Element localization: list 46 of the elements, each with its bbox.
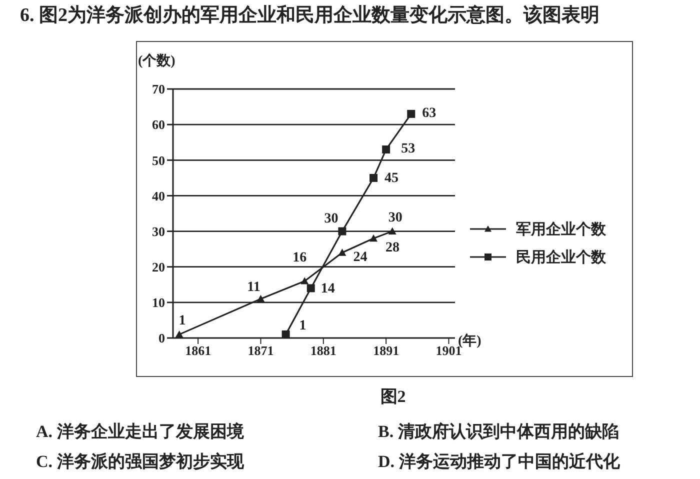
- data-label: 53: [401, 142, 416, 157]
- data-label: 1: [299, 318, 306, 334]
- x-tick-label: 1881: [310, 343, 336, 358]
- point: [370, 234, 378, 242]
- text: D. 洋务运动推动了中国的近代化: [378, 452, 620, 472]
- y-tick-label: 70: [152, 82, 165, 97]
- y-tick-label: 20: [152, 259, 165, 274]
- point: [382, 145, 390, 154]
- point: [407, 110, 416, 118]
- point: [256, 294, 265, 302]
- y-tick-label: 40: [152, 188, 165, 204]
- legend-label: 民用企业个数: [516, 248, 606, 266]
- data-label: 30: [324, 212, 338, 227]
- data-label: 30: [388, 210, 402, 226]
- chart-title: 6. 图2为洋务派创办的军用企业和民用企业数量变化示意图。该图表明: [20, 4, 600, 28]
- data-label: 63: [422, 106, 436, 122]
- x-tick-label: 1891: [373, 343, 400, 358]
- caption: 图2: [380, 387, 406, 407]
- text: A. 洋务企业走出了发展困境: [36, 422, 244, 442]
- y-axis-title: (个数): [138, 52, 176, 70]
- x-tick-label: 1861: [185, 343, 212, 358]
- point: [175, 330, 184, 338]
- point: [338, 248, 346, 256]
- data-label: 14: [320, 281, 335, 296]
- data-label: 45: [384, 171, 399, 186]
- data-label: 16: [292, 250, 307, 266]
- text: B. 清政府认识到中体西用的缺陷: [378, 422, 619, 442]
- data-label: 24: [353, 250, 368, 265]
- x-axis-title: (年): [458, 332, 482, 349]
- y-tick-label: 30: [152, 224, 165, 239]
- y-tick-label: 0: [158, 330, 165, 346]
- point: [282, 330, 290, 338]
- point: [300, 277, 309, 284]
- data-label: 28: [386, 240, 400, 256]
- y-tick-label: 10: [152, 295, 165, 310]
- point: [388, 227, 396, 234]
- text: C. 洋务派的强国梦初步实现: [36, 452, 244, 472]
- point: [370, 174, 378, 182]
- x-tick-label: 1871: [248, 343, 274, 358]
- point: [338, 227, 346, 236]
- data-label: 1: [178, 314, 186, 329]
- point: [306, 284, 315, 292]
- data-label: 11: [247, 280, 260, 296]
- y-tick-label: 60: [152, 117, 165, 132]
- legend-label: 军用企业个数: [516, 220, 606, 238]
- y-tick-label: 50: [152, 152, 165, 168]
